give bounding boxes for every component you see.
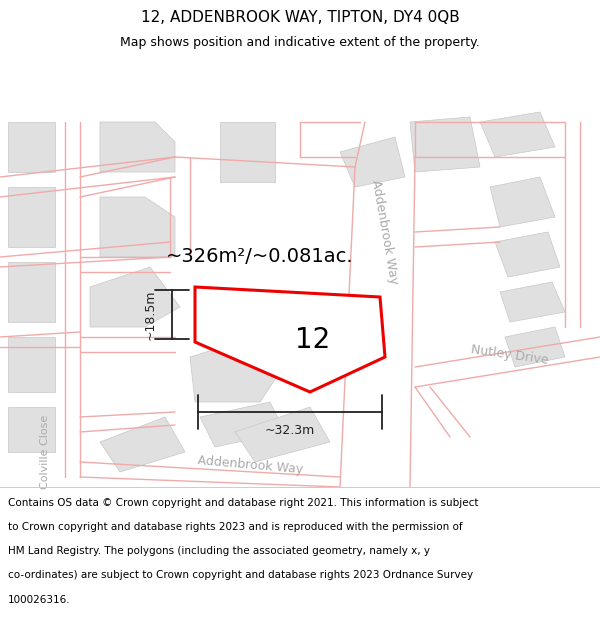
Text: Contains OS data © Crown copyright and database right 2021. This information is : Contains OS data © Crown copyright and d… <box>8 498 478 508</box>
Text: to Crown copyright and database rights 2023 and is reproduced with the permissio: to Crown copyright and database rights 2… <box>8 522 463 532</box>
Text: Nutley Drive: Nutley Drive <box>470 343 550 367</box>
Polygon shape <box>100 417 185 472</box>
Text: ~18.5m: ~18.5m <box>143 289 157 340</box>
Polygon shape <box>8 407 55 452</box>
Polygon shape <box>8 122 55 172</box>
Text: 100026316.: 100026316. <box>8 594 70 604</box>
Polygon shape <box>100 197 175 257</box>
Polygon shape <box>235 407 330 462</box>
Text: Addenbrook Way: Addenbrook Way <box>370 179 401 285</box>
Text: HM Land Registry. The polygons (including the associated geometry, namely x, y: HM Land Registry. The polygons (includin… <box>8 546 430 556</box>
Text: Addenbrook Way: Addenbrook Way <box>197 454 304 476</box>
Polygon shape <box>8 262 55 322</box>
Text: 12: 12 <box>295 326 331 354</box>
Polygon shape <box>190 337 280 402</box>
Polygon shape <box>495 232 560 277</box>
Polygon shape <box>200 402 285 447</box>
Polygon shape <box>195 287 385 392</box>
Polygon shape <box>8 187 55 247</box>
Polygon shape <box>410 117 480 172</box>
Polygon shape <box>505 327 565 367</box>
Polygon shape <box>480 112 555 157</box>
Polygon shape <box>490 177 555 227</box>
Text: ~326m²/~0.081ac.: ~326m²/~0.081ac. <box>166 248 354 266</box>
Text: Map shows position and indicative extent of the property.: Map shows position and indicative extent… <box>120 36 480 49</box>
Text: co-ordinates) are subject to Crown copyright and database rights 2023 Ordnance S: co-ordinates) are subject to Crown copyr… <box>8 571 473 581</box>
Polygon shape <box>90 267 180 327</box>
Polygon shape <box>500 282 565 322</box>
Polygon shape <box>340 137 405 187</box>
Polygon shape <box>220 122 275 182</box>
Text: 12, ADDENBROOK WAY, TIPTON, DY4 0QB: 12, ADDENBROOK WAY, TIPTON, DY4 0QB <box>140 9 460 24</box>
Polygon shape <box>8 337 55 392</box>
Text: ~32.3m: ~32.3m <box>265 424 315 436</box>
Text: Colville Close: Colville Close <box>40 415 50 489</box>
Polygon shape <box>100 122 175 172</box>
